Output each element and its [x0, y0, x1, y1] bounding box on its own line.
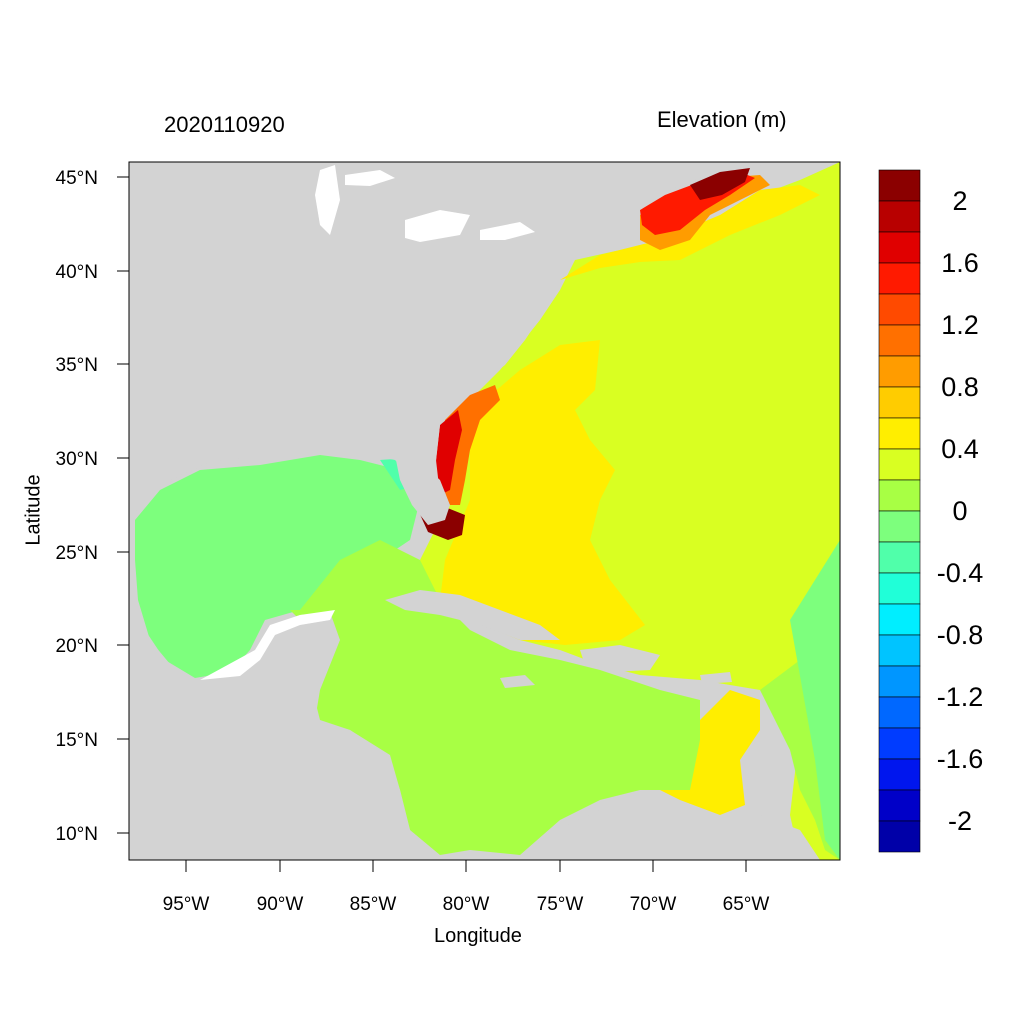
colorbar-swatch — [878, 758, 921, 791]
colorbar-label: 2 — [952, 186, 967, 216]
south-america-land — [430, 800, 820, 860]
colorbar-label: -1.6 — [937, 744, 984, 774]
colorbar-swatch — [878, 293, 921, 326]
gulf-stream-band — [440, 340, 645, 645]
colorbar-swatch — [878, 169, 921, 202]
colorbar-swatch — [878, 448, 921, 481]
mexico-central-america-land — [129, 520, 430, 860]
x-tick-label: 75°W — [537, 894, 584, 915]
colorbar-label: -2 — [948, 806, 972, 836]
colorbar-swatch — [878, 603, 921, 636]
colorbar-swatch — [878, 479, 921, 512]
x-tick-label: 95°W — [163, 894, 210, 915]
x-tick-label: 65°W — [723, 894, 770, 915]
colorbar-title: Elevation (m) — [657, 107, 787, 132]
jamaica — [500, 675, 535, 688]
east-edge-green — [790, 540, 840, 860]
colorbar-swatch — [878, 510, 921, 543]
colorbar-label: 1.6 — [941, 248, 979, 278]
y-tick-label: 30°N — [56, 449, 98, 470]
colorbar-swatch — [878, 386, 921, 419]
colorbar-label: 0.4 — [941, 434, 979, 464]
puerto-rico — [700, 672, 732, 684]
y-tick-label: 15°N — [56, 730, 98, 751]
x-axis-label: Longitude — [434, 925, 522, 947]
x-axis-ticks: 95°W 90°W 85°W 80°W 75°W 70°W 65°W — [163, 860, 770, 915]
florida-peninsula — [395, 455, 450, 525]
colorbar-swatch — [878, 820, 921, 853]
x-tick-label: 85°W — [350, 894, 397, 915]
y-tick-label: 20°N — [56, 636, 98, 657]
colorbar-swatch — [878, 231, 921, 264]
colorbar: 2 1.6 1.2 0.8 0.4 0 -0.4 -0.8 -1.2 -1.6 -2 — [878, 169, 984, 853]
colorbar-swatch — [878, 262, 921, 295]
y-tick-label: 35°N — [56, 355, 98, 376]
southeast-coast-surge-red — [436, 410, 462, 495]
caribbean-sea — [290, 540, 700, 855]
map-plot-area — [129, 162, 840, 860]
colorbar-swatch — [878, 355, 921, 388]
colorbar-swatch — [878, 541, 921, 574]
colorbar-swatch — [878, 324, 921, 357]
colorbar-label: 0.8 — [941, 372, 979, 402]
north-america-land — [129, 162, 840, 520]
x-tick-label: 80°W — [443, 894, 490, 915]
atlantic-ocean — [420, 162, 840, 860]
colorbar-label: -0.8 — [937, 620, 984, 650]
y-tick-label: 10°N — [56, 824, 98, 845]
great-lakes-water — [315, 165, 535, 242]
x-tick-label: 90°W — [257, 894, 304, 915]
colorbar-swatch — [878, 200, 921, 233]
hispaniola — [580, 645, 660, 672]
colorbar-swatch — [878, 789, 921, 822]
gulf-of-mexico — [135, 455, 420, 678]
colorbar-swatch — [878, 572, 921, 605]
colorbar-swatch — [878, 696, 921, 729]
cuba — [385, 590, 560, 640]
y-tick-label: 25°N — [56, 543, 98, 564]
y-tick-label: 45°N — [56, 168, 98, 189]
y-tick-label: 40°N — [56, 262, 98, 283]
colorbar-swatch — [878, 417, 921, 450]
gulf-of-maine-surge-darkred — [690, 168, 750, 200]
colorbar-label: 1.2 — [941, 310, 979, 340]
plot-frame — [128, 161, 841, 861]
y-axis-ticks: 45°N 40°N 35°N 30°N 25°N 20°N 15°N 10°N — [56, 168, 129, 845]
mexico-coast-water — [200, 610, 335, 680]
colorbar-swatch — [878, 665, 921, 698]
map-timestamp: 2020110920 — [164, 112, 285, 137]
colorbar-label: 0 — [952, 496, 967, 526]
colorbar-swatch — [878, 634, 921, 667]
colorbar-label: -0.4 — [937, 558, 984, 588]
x-tick-label: 70°W — [630, 894, 677, 915]
colorbar-swatch — [878, 727, 921, 760]
colorbar-label: -1.2 — [937, 682, 984, 712]
